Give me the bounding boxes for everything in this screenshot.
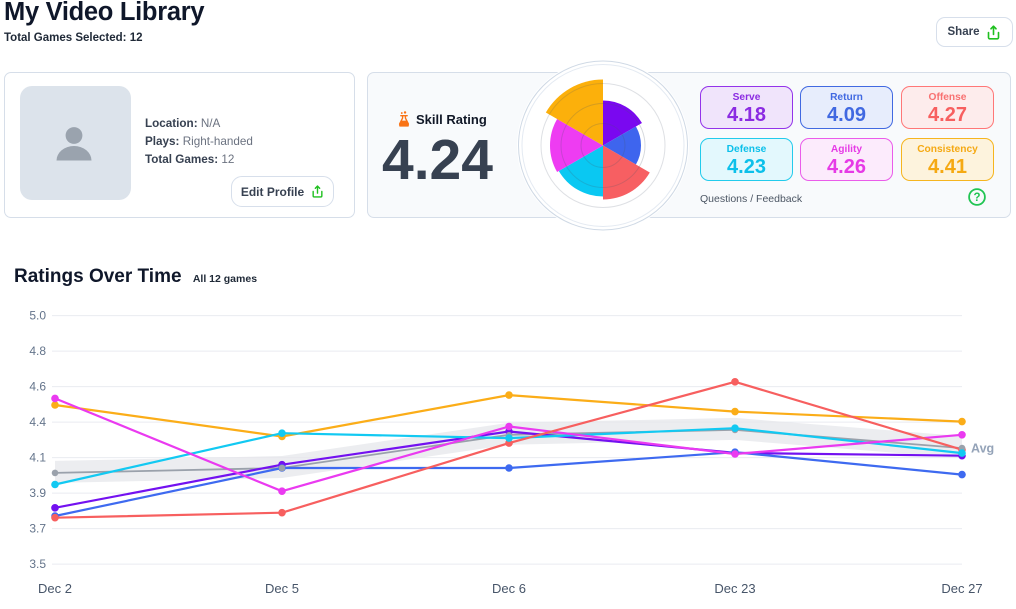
svg-text:Dec 23: Dec 23 <box>714 581 755 596</box>
svg-text:3.7: 3.7 <box>29 522 46 536</box>
svg-text:Avg: Avg <box>971 442 994 456</box>
svg-text:3.9: 3.9 <box>29 486 46 500</box>
svg-text:4.6: 4.6 <box>29 380 46 394</box>
svg-text:4.4: 4.4 <box>29 415 46 429</box>
svg-text:4.1: 4.1 <box>29 451 46 465</box>
svg-text:4.8: 4.8 <box>29 344 46 358</box>
svg-text:Dec 27: Dec 27 <box>941 581 982 596</box>
svg-text:Dec 6: Dec 6 <box>492 581 526 596</box>
svg-text:5.0: 5.0 <box>29 309 46 323</box>
svg-text:?: ? <box>973 192 980 204</box>
svg-text:3.5: 3.5 <box>29 557 46 571</box>
svg-text:Dec 5: Dec 5 <box>265 581 299 596</box>
svg-text:Dec 2: Dec 2 <box>38 581 72 596</box>
